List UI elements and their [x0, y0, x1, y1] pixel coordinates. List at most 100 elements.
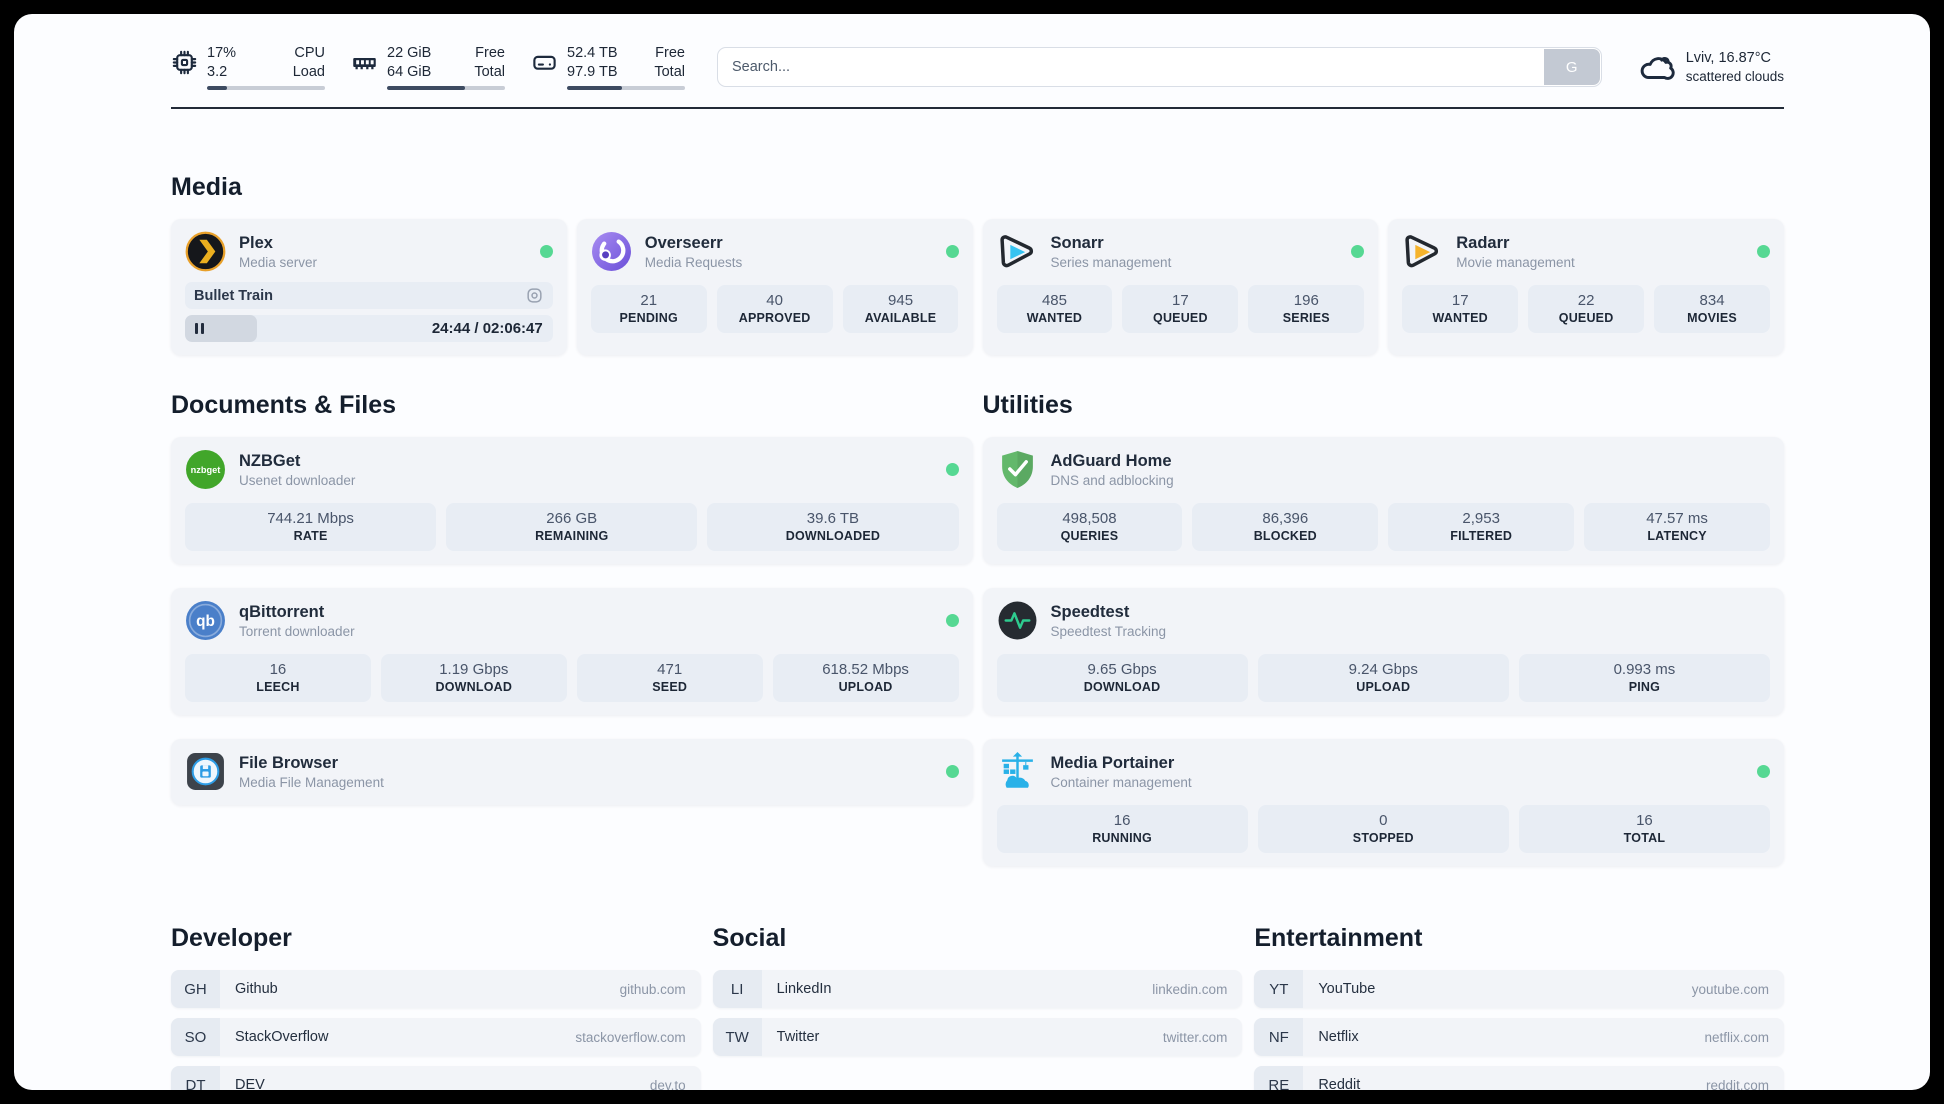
playback-time: 24:44 / 02:06:47 — [431, 320, 543, 338]
bookmark-name: YouTube — [1318, 981, 1376, 998]
stat-movies: 834 MOVIES — [1654, 285, 1770, 334]
memory-total-value: 64 GiB — [387, 64, 432, 81]
stat-leech: 16 LEECH — [185, 654, 371, 703]
bookmark-url: linkedin.com — [1152, 981, 1228, 997]
nzbget-icon: nzbget — [186, 450, 225, 490]
now-playing-row: Bullet Train — [185, 282, 553, 310]
stat-remaining: 266 GB REMAINING — [446, 503, 698, 552]
bookmark-netflix[interactable]: NF Netflix netflix.com — [1254, 1018, 1784, 1057]
bookmark-abbr: SO — [171, 1018, 220, 1057]
disk-widget: 52.4 TB Free 97.9 TB Total — [531, 44, 685, 91]
service-card-portainer[interactable]: Media Portainer Container management 16 … — [982, 739, 1784, 867]
media-card-grid: Plex Media server Bullet Train 24:44 / 0 — [171, 219, 1784, 356]
bookmark-twitter[interactable]: TW Twitter twitter.com — [712, 1018, 1243, 1057]
portainer-icon — [1001, 752, 1033, 788]
cpu-widget: 17% CPU 3.2 Load — [171, 44, 325, 91]
service-description: Series management — [1050, 255, 1172, 271]
service-card-filebrowser[interactable]: File Browser Media File Management — [171, 739, 973, 806]
bookmark-abbr: DT — [171, 1066, 220, 1090]
services-two-column: Documents & Files nzbget NZBGet Usenet d… — [171, 391, 1784, 867]
weather-widget[interactable]: Lviv, 16.87°C scattered clouds — [1638, 49, 1784, 86]
service-name: Overseerr — [644, 234, 723, 253]
service-description: Usenet downloader — [239, 473, 356, 489]
bookmark-url: dev.to — [649, 1077, 686, 1090]
stat-ping: 0.993 ms PING — [1518, 654, 1770, 703]
service-card-nzbget[interactable]: nzbget NZBGet Usenet downloader 744.21 M… — [171, 437, 973, 565]
bookmark-linkedin[interactable]: LI LinkedIn linkedin.com — [712, 970, 1243, 1009]
disk-free-value: 52.4 TB — [567, 45, 618, 61]
stat-available: 945 AVAILABLE — [842, 285, 959, 334]
disk-progress-fill — [567, 86, 623, 91]
service-name: Sonarr — [1050, 234, 1104, 253]
cpu-label: CPU — [294, 45, 325, 61]
service-description: Media server — [239, 255, 318, 271]
bookmark-youtube[interactable]: YT YouTube youtube.com — [1254, 970, 1784, 1009]
service-card-qbittorrent[interactable]: qb qBittorrent Torrent downloader 16 — [171, 588, 973, 716]
cloud-icon — [1640, 56, 1675, 80]
stat-rate: 744.21 Mbps RATE — [185, 503, 437, 552]
top-bar: 17% CPU 3.2 Load — [171, 44, 1784, 91]
bookmark-github[interactable]: GH Github github.com — [171, 970, 701, 1009]
stat-blocked: 86,396 BLOCKED — [1192, 503, 1379, 552]
plex-icon — [185, 231, 226, 272]
service-card-adguard[interactable]: AdGuard Home DNS and adblocking 498,508 … — [982, 437, 1784, 565]
bookmark-name: LinkedIn — [776, 981, 832, 998]
bookmark-name: Github — [235, 981, 278, 998]
status-dot — [945, 614, 959, 628]
service-card-overseerr[interactable]: Overseerr Media Requests 21 PENDING 40 A… — [576, 219, 973, 356]
status-dot — [945, 765, 959, 779]
stat-queued: 17 QUEUED — [1122, 285, 1239, 334]
service-description: Media File Management — [239, 775, 384, 791]
stat-wanted: 485 WANTED — [996, 285, 1113, 334]
status-dot — [539, 245, 553, 259]
dashboard-page: 17% CPU 3.2 Load — [14, 14, 1930, 1090]
bookmark-name: DEV — [235, 1077, 265, 1090]
bookmark-url: github.com — [619, 981, 686, 997]
stat-queued: 22 QUEUED — [1528, 285, 1645, 334]
bookmark-abbr: LI — [712, 970, 762, 1009]
disk-free-label: Free — [655, 45, 685, 61]
service-card-speedtest[interactable]: Speedtest Speedtest Tracking 9.65 Gbps D… — [982, 588, 1784, 716]
bookmark-name: Reddit — [1318, 1077, 1361, 1090]
pause-icon — [195, 323, 204, 335]
stat-downloaded: 39.6 TB DOWNLOADED — [707, 503, 959, 552]
playback-progress-bar: 24:44 / 02:06:47 — [185, 315, 553, 343]
bookmark-abbr: GH — [171, 970, 220, 1009]
service-name: Radarr — [1456, 234, 1510, 253]
service-name: Media Portainer — [1050, 754, 1175, 773]
bookmark-name: Netflix — [1318, 1029, 1359, 1046]
stat-total: 16 TOTAL — [1518, 805, 1770, 854]
sonarr-icon — [999, 235, 1033, 268]
stat-stopped: 0 STOPPED — [1257, 805, 1509, 854]
bookmark-reddit[interactable]: RE Reddit reddit.com — [1254, 1066, 1784, 1090]
bookmark-stackoverflow[interactable]: SO StackOverflow stackoverflow.com — [171, 1018, 701, 1057]
overseerr-icon — [591, 232, 631, 272]
now-playing-title: Bullet Train — [194, 287, 273, 304]
resource-widgets: 17% CPU 3.2 Load — [171, 44, 685, 91]
bookmark-abbr: RE — [1254, 1066, 1304, 1090]
bookmark-url: stackoverflow.com — [575, 1029, 686, 1045]
service-card-radarr[interactable]: Radarr Movie management 17 WANTED 22 QUE… — [1388, 219, 1784, 356]
stat-download: 1.19 Gbps DOWNLOAD — [380, 654, 567, 703]
stat-download: 9.65 Gbps DOWNLOAD — [996, 654, 1248, 703]
search-input[interactable] — [717, 47, 1602, 88]
cpu-progress-track — [207, 86, 325, 91]
bookmark-dev[interactable]: DT DEV dev.to — [171, 1066, 701, 1090]
service-description: Container management — [1050, 775, 1192, 791]
speedtest-icon — [998, 601, 1036, 640]
bookmark-abbr: NF — [1254, 1018, 1304, 1057]
service-name: qBittorrent — [239, 603, 325, 622]
section-title-utilities: Utilities — [982, 391, 1073, 420]
service-name: Speedtest — [1050, 603, 1130, 622]
service-description: Media Requests — [644, 255, 743, 271]
service-card-sonarr[interactable]: Sonarr Series management 485 WANTED 17 Q… — [982, 219, 1379, 356]
bookmark-name: StackOverflow — [235, 1029, 329, 1046]
status-dot — [945, 463, 959, 477]
memory-progress-track — [387, 86, 505, 91]
search-provider-button[interactable]: G — [1543, 49, 1600, 86]
bookmark-name: Twitter — [776, 1029, 820, 1046]
service-card-plex[interactable]: Plex Media server Bullet Train 24:44 / 0 — [171, 219, 567, 356]
memory-icon — [353, 58, 376, 70]
bookmark-abbr: TW — [712, 1018, 762, 1057]
stat-approved: 40 APPROVED — [716, 285, 833, 334]
